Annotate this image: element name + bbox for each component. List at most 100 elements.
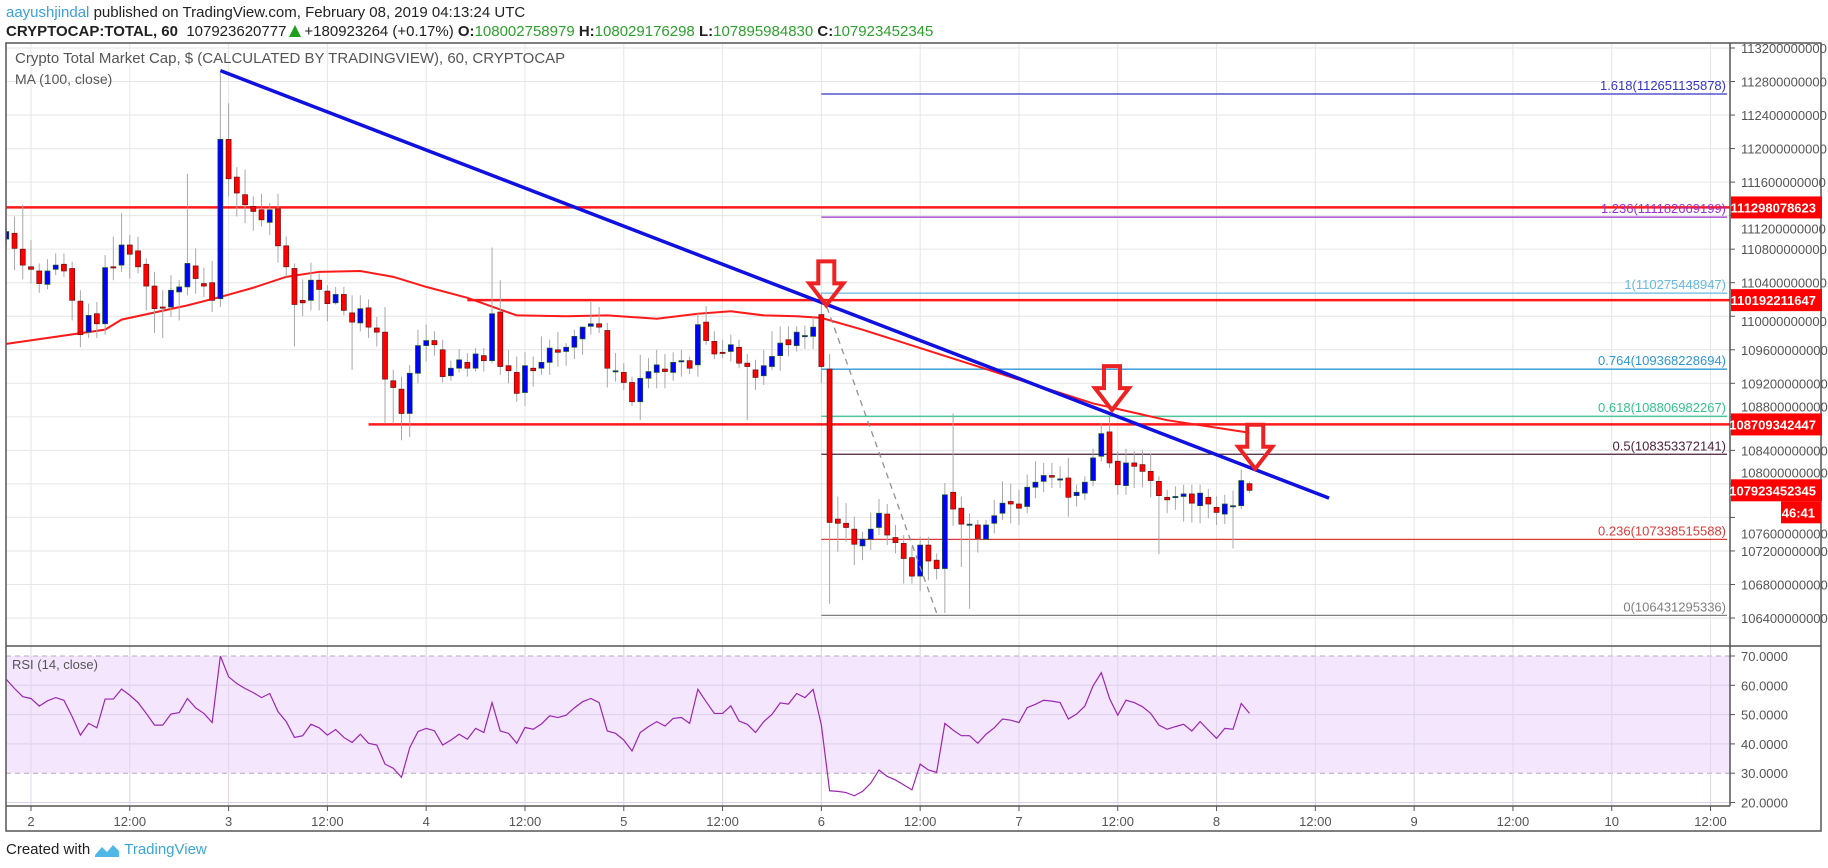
candle (1197, 484, 1203, 524)
price-axis-label: 112400000000 (1741, 108, 1827, 123)
candle-body-up (217, 139, 224, 299)
candle-body-down (94, 313, 100, 325)
candle-body-up (472, 353, 479, 369)
candle (365, 299, 372, 339)
candle-body-up (168, 289, 174, 308)
candle (950, 413, 956, 526)
candle (859, 531, 866, 561)
candle (1230, 490, 1236, 549)
candle (415, 329, 421, 384)
candle-body-down (1049, 475, 1055, 478)
candle-body-down (36, 270, 43, 284)
candle (686, 356, 693, 375)
candle (587, 301, 594, 335)
price-label-text: 107923452345 (1729, 483, 1816, 498)
down-arrow-icon (1090, 364, 1134, 414)
time-axis-label: 12:00 (1497, 814, 1530, 829)
candle-body-up (991, 515, 998, 524)
candle-body-down (1213, 507, 1220, 513)
candle-body-up (810, 326, 816, 337)
candle-body-up (645, 371, 652, 379)
candle-body-down (785, 339, 792, 346)
candle (1147, 453, 1154, 498)
candle-body-up (769, 356, 775, 367)
candle (168, 275, 174, 318)
candle (851, 516, 858, 566)
price-axis-label: 106400000000 (1741, 611, 1828, 626)
candle (184, 173, 191, 296)
candle (1221, 494, 1228, 525)
candle (670, 352, 677, 381)
price-axis-label: 110800000000 (1741, 242, 1827, 257)
candle (645, 358, 652, 389)
rsi-axis-label: 30.0000 (1741, 766, 1788, 781)
candle-body-up (85, 315, 92, 333)
candle-body-down (1114, 460, 1121, 486)
fib-level-label: 0.5(108353372141) (1613, 438, 1727, 453)
candle (555, 332, 561, 367)
fib-level-label: 0(106431295336) (1623, 599, 1726, 614)
candle-body-up (176, 286, 183, 293)
candle (77, 290, 84, 348)
time-axis-label: 3 (225, 814, 232, 829)
candle (275, 193, 281, 263)
time-axis-label: 12:00 (1299, 814, 1332, 829)
time-axis-label: 8 (1213, 814, 1220, 829)
close-label: C: (817, 23, 834, 40)
candle (966, 513, 973, 609)
candle (135, 236, 141, 274)
candle-body-up (1073, 491, 1080, 496)
price-label-text: 46:41 (1782, 505, 1815, 520)
ma-legend[interactable]: MA (100, close) (15, 71, 113, 87)
candle-body-down (77, 300, 84, 336)
down-arrow-icon (1234, 422, 1277, 473)
candle-body-down (143, 263, 150, 287)
candle-body-up (423, 340, 430, 346)
candle (777, 326, 784, 371)
price-axis-label: 106800000000 (1741, 577, 1828, 592)
chart-title: Crypto Total Market Cap, $ (CALCULATED B… (15, 50, 566, 67)
candle-body-down (1065, 477, 1072, 498)
candle-body-down (382, 331, 388, 380)
time-axis-label: 10 (1605, 814, 1619, 829)
tradingview-brand[interactable]: TradingView (124, 841, 207, 858)
candle (233, 167, 240, 217)
author-link[interactable]: aayushjindal (6, 4, 90, 21)
candle-body-down (1189, 493, 1195, 504)
candle (604, 322, 611, 388)
price-axis-label: 113200000000 (1741, 41, 1827, 56)
last-price: 107923620777 (186, 23, 287, 40)
candle (472, 348, 479, 372)
candle (1172, 486, 1179, 510)
candle (61, 253, 67, 277)
candle (266, 203, 273, 235)
candle-body-up (415, 345, 421, 374)
candle-body-down (851, 528, 858, 545)
up-triangle-icon (289, 25, 302, 37)
candle-body-up (876, 512, 882, 528)
candle-body-down (135, 250, 141, 268)
candle (596, 307, 602, 334)
candle (1032, 461, 1039, 499)
rsi-legend[interactable]: RSI (14, close) (12, 657, 98, 672)
candle-body-down (431, 340, 438, 346)
candle-body-down (925, 544, 932, 562)
candle (225, 103, 232, 197)
open-value: 108002758979 (474, 23, 575, 40)
candle-body-down (126, 244, 133, 255)
candle (513, 356, 520, 402)
time-axis-label: 4 (423, 814, 430, 829)
candle-body-down (11, 232, 18, 249)
candle (719, 339, 726, 359)
candle (118, 213, 125, 272)
down-arrow-icon (805, 259, 848, 309)
candle-body-down (555, 349, 561, 353)
candle (678, 349, 685, 377)
fib-level-label: 0.236(107338515588) (1598, 523, 1726, 538)
candle-body-down (209, 282, 215, 301)
time-axis-label: 12:00 (1101, 814, 1134, 829)
candle-body-up (456, 359, 462, 369)
candle (201, 267, 207, 297)
candle-body-down (958, 507, 965, 525)
